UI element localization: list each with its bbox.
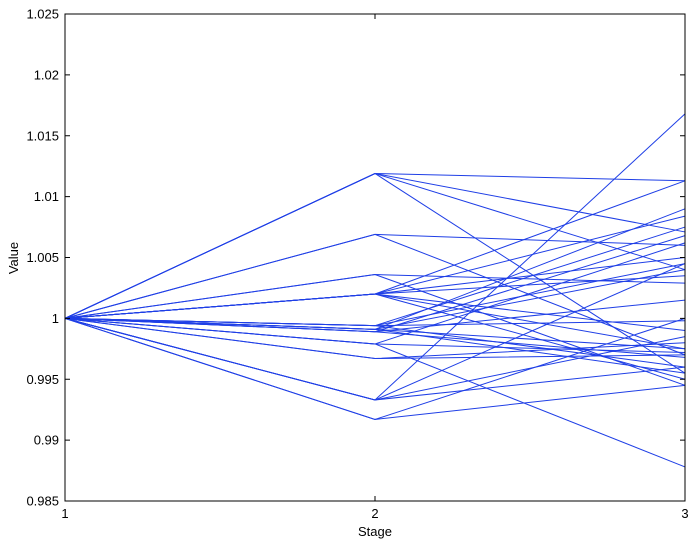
plot-area [65,14,685,501]
series-line-31 [64,317,686,360]
y-tick-label: 1.02 [34,67,59,82]
x-axis-ticks: 1 2 3 [61,14,689,521]
y-axis-ticks: 0.985 0.99 0.995 1 1.005 1.01 1.015 1.02 1.025 [26,7,685,509]
y-tick-label: 0.99 [34,433,59,448]
series-line-6 [64,233,686,356]
series-line-19 [64,317,686,368]
series-line-29 [64,317,686,468]
y-tick-label: 1 [52,311,59,326]
series-line-15 [64,293,686,380]
series-layer [64,113,686,468]
y-tick-label: 0.995 [26,372,59,387]
series-line-23 [64,317,686,374]
x-tick-label: 3 [681,506,688,521]
y-tick-label: 1.005 [26,250,59,265]
y-axis-label: Value [6,242,21,274]
y-tick-label: 1.01 [34,189,59,204]
x-axis-label: Stage [358,524,392,539]
x-tick-label: 2 [371,506,378,521]
series-line-35 [64,317,686,401]
series-line-4 [64,172,686,374]
y-tick-label: 1.015 [26,128,59,143]
y-tick-label: 1.025 [26,7,59,22]
x-tick-label: 1 [61,506,68,521]
series-line-37 [64,317,686,420]
y-tick-label: 0.985 [26,494,59,509]
series-line-26 [64,317,686,358]
